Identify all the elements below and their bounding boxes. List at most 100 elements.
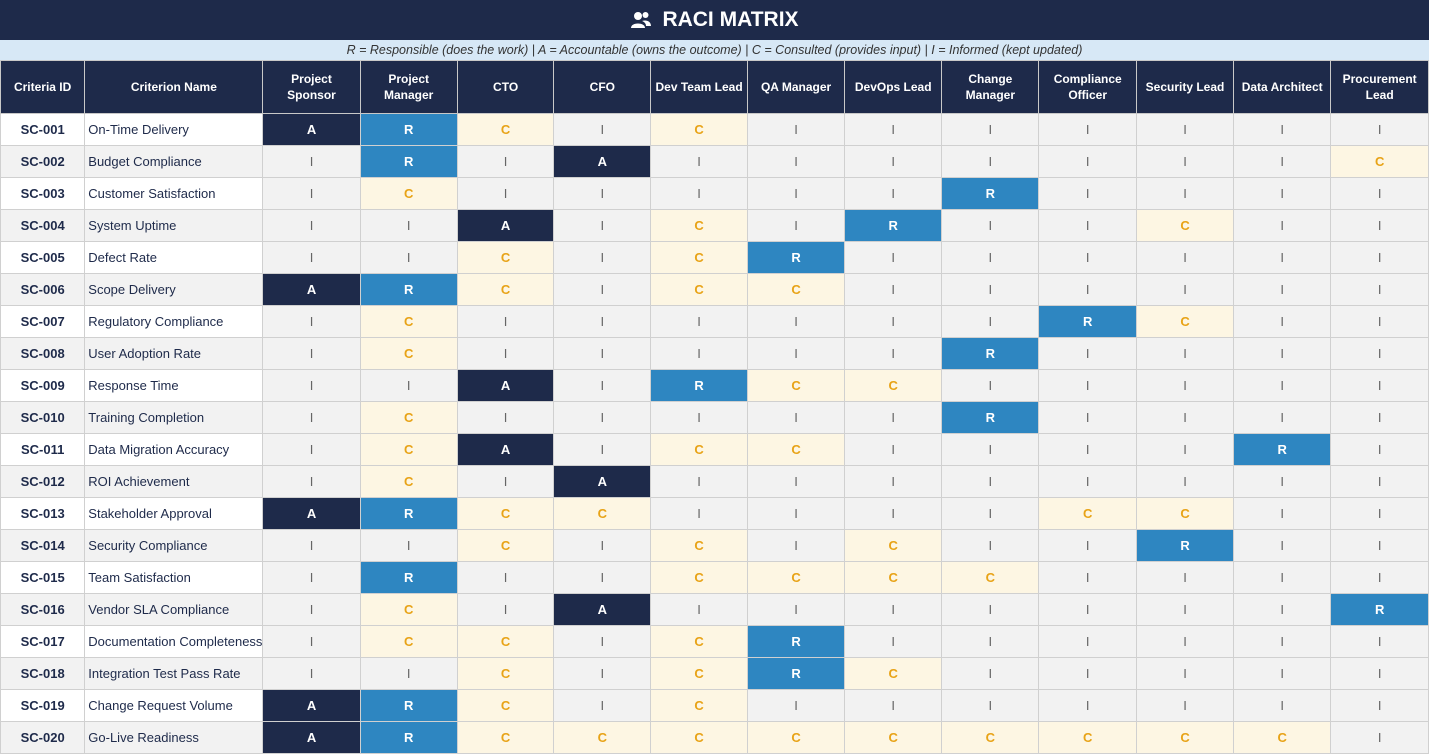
criteria-id-cell: SC-020 [0,721,86,754]
raci-cell: I [1038,145,1137,178]
raci-cell: I [553,433,652,466]
criterion-name-cell: Response Time [84,369,264,402]
raci-cell: C [650,209,748,242]
raci-cell: I [359,657,458,690]
raci-cell: C [1038,497,1137,530]
criterion-name-cell: Customer Satisfaction [84,177,264,210]
raci-cell: I [1330,625,1429,658]
raci-cell: I [456,305,555,338]
raci-cell: C [553,497,652,530]
raci-cell: I [553,689,652,722]
table-row: SC-007 Regulatory Compliance I C I I I I I I R C I I [0,305,1429,338]
criteria-id-cell: SC-001 [0,113,86,146]
raci-cell: I [456,593,555,626]
criteria-id-cell: SC-003 [0,177,86,210]
raci-cell: I [1135,625,1235,658]
raci-cell: I [1330,177,1429,210]
criteria-id-cell: SC-006 [0,273,86,306]
raci-cell: I [844,113,943,146]
raci-cell: I [746,145,846,178]
raci-cell: I [1135,593,1235,626]
raci-cell: I [1135,657,1235,690]
criteria-id-cell: SC-008 [0,337,86,370]
raci-cell: R [1038,305,1137,338]
header-row: Criteria ID Criterion Name Project Sponsor… [0,60,1429,114]
raci-cell: I [1330,721,1429,754]
raci-cell: I [746,497,846,530]
raci-cell: I [844,177,943,210]
raci-cell: I [1038,273,1137,306]
raci-cell: I [844,401,943,434]
raci-cell: I [1330,561,1429,594]
table-row: SC-008 User Adoption Rate I C I I I I I R I I I I [0,337,1429,370]
raci-cell: I [844,337,943,370]
raci-cell: I [844,465,943,498]
raci-cell: R [359,689,458,722]
raci-cell: I [262,209,361,242]
raci-cell: C [844,529,943,562]
raci-cell: C [1135,209,1235,242]
table-row: SC-011 Data Migration Accuracy I C A I C C I I I I R… [0,433,1429,466]
raci-cell: I [1038,593,1137,626]
criteria-id-cell: SC-018 [0,657,86,690]
raci-cell: I [262,433,361,466]
raci-cell: I [1233,593,1332,626]
criteria-id-cell: SC-002 [0,145,86,178]
raci-cell: R [359,721,458,754]
raci-cell: I [553,625,652,658]
criteria-id-cell: SC-009 [0,369,86,402]
column-header: QA Manager [746,60,846,114]
raci-cell: I [553,113,652,146]
criterion-name-cell: Documentation Completeness [84,625,264,658]
raci-cell: C [844,657,943,690]
table-row: SC-003 Customer Satisfaction I C I I I I I R I I I I [0,177,1429,210]
raci-cell: A [553,145,652,178]
raci-cell: I [1233,657,1332,690]
raci-cell: C [456,273,555,306]
raci-cell: I [262,145,361,178]
raci-cell: R [1330,593,1429,626]
raci-cell: I [941,689,1040,722]
raci-cell: I [746,689,846,722]
raci-cell: C [650,657,748,690]
criterion-name-cell: Vendor SLA Compliance [84,593,264,626]
raci-cell: I [262,465,361,498]
raci-cell: C [844,721,943,754]
raci-cell: I [844,145,943,178]
raci-cell: C [650,721,748,754]
raci-cell: I [553,305,652,338]
raci-cell: I [1233,113,1332,146]
raci-cell: A [553,593,652,626]
criterion-name-cell: Change Request Volume [84,689,264,722]
raci-cell: I [941,529,1040,562]
raci-cell: I [1330,689,1429,722]
raci-cell: I [746,177,846,210]
raci-cell: I [1233,305,1332,338]
raci-cell: I [262,561,361,594]
raci-cell: I [262,401,361,434]
criterion-name-cell: ROI Achievement [84,465,264,498]
raci-cell: I [1233,369,1332,402]
raci-cell: I [746,529,846,562]
raci-cell: I [1330,465,1429,498]
raci-cell: C [844,369,943,402]
raci-cell: I [746,465,846,498]
criterion-name-cell: System Uptime [84,209,264,242]
column-header: Dev Team Lead [650,60,748,114]
column-header: CTO [456,60,555,114]
raci-cell: C [359,625,458,658]
raci-cell: I [1038,177,1137,210]
table-row: SC-009 Response Time I I A I R C C I I I I I [0,369,1429,402]
raci-cell: C [650,689,748,722]
raci-cell: I [1038,689,1137,722]
raci-cell: I [1038,241,1137,274]
raci-cell: I [553,561,652,594]
raci-cell: C [941,561,1040,594]
raci-cell: I [1330,305,1429,338]
raci-cell: C [650,241,748,274]
table-row: SC-013 Stakeholder Approval A R C C I I I I C C I I [0,497,1429,530]
raci-cell: R [359,561,458,594]
raci-cell: I [650,145,748,178]
raci-cell: I [262,177,361,210]
table-row: SC-020 Go-Live Readiness A R C C C C C C C C C I [0,721,1429,754]
